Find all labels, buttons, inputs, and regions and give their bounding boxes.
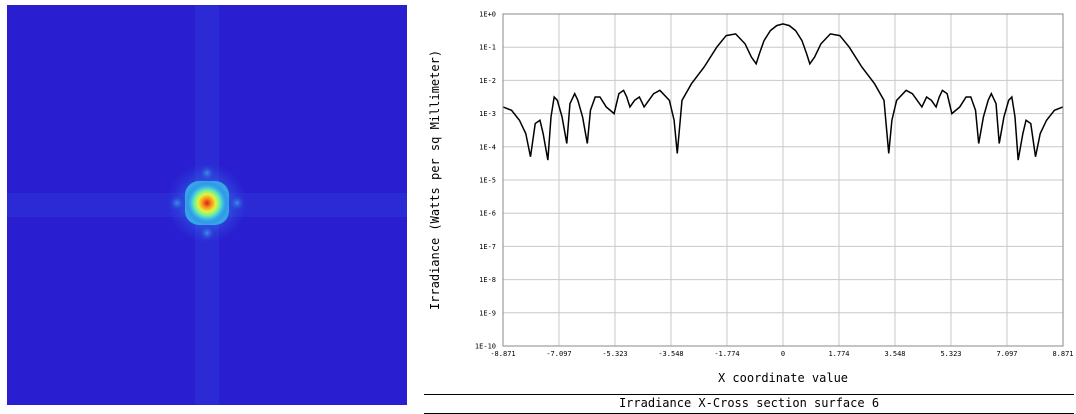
y-tick-label: 1E-3 bbox=[479, 110, 496, 118]
heatmap-lobe-left bbox=[168, 194, 186, 212]
y-tick-label: 1E-2 bbox=[479, 77, 496, 85]
x-tick-label: -8.871 bbox=[490, 350, 515, 358]
plot-frame bbox=[502, 13, 1064, 347]
irradiance-curve bbox=[502, 23, 1064, 161]
y-tick-label: 1E-8 bbox=[479, 276, 496, 284]
irradiance-heatmap bbox=[7, 5, 407, 405]
y-axis-title: Irradiance (Watts per sq Millimeter) bbox=[428, 50, 442, 310]
y-tick-label: 1E-4 bbox=[479, 143, 496, 151]
heatmap-lobe-top bbox=[198, 164, 216, 182]
y-tick-label: 1E+0 bbox=[479, 11, 496, 19]
irradiance-line-chart: -8.871 -7.097 -5.323 -3.548 -1.774 0 1.774 3.54… bbox=[428, 11, 1074, 386]
y-tick-label: 1E-5 bbox=[479, 177, 496, 185]
x-tick-label: 5.323 bbox=[940, 350, 961, 358]
x-tick-label: 0 bbox=[781, 350, 785, 358]
heatmap-core bbox=[185, 181, 229, 225]
x-tick-label: -7.097 bbox=[546, 350, 571, 358]
y-tick-label: 1E-10 bbox=[475, 343, 496, 351]
x-axis-title: X coordinate value bbox=[718, 371, 848, 385]
x-tick-labels: -8.871 -7.097 -5.323 -3.548 -1.774 0 1.774 3.54… bbox=[490, 350, 1073, 358]
y-tick-label: 1E-9 bbox=[479, 309, 496, 317]
caption-bar: Irradiance X-Cross section surface 6 bbox=[424, 394, 1074, 414]
y-tick-label: 1E-1 bbox=[479, 44, 496, 52]
heatmap-lobe-bottom bbox=[198, 224, 216, 242]
x-tick-label: -1.774 bbox=[714, 350, 739, 358]
heatmap-svg bbox=[7, 5, 407, 405]
x-tick-label: -3.548 bbox=[658, 350, 683, 358]
x-tick-label: 3.548 bbox=[884, 350, 905, 358]
x-tick-label: 7.097 bbox=[996, 350, 1017, 358]
y-tick-label: 1E-6 bbox=[479, 210, 496, 218]
x-tick-label: -5.323 bbox=[602, 350, 627, 358]
x-tick-label: 1.774 bbox=[828, 350, 849, 358]
heatmap-lobe-right bbox=[228, 194, 246, 212]
chart-title: Irradiance X-Cross section surface 6 bbox=[618, 396, 880, 410]
y-tick-labels: 1E+0 1E-1 1E-2 1E-3 1E-4 1E-5 1E-6 1E-7 1E-8 1E-9… bbox=[475, 11, 496, 351]
x-tick-label: 8.871 bbox=[1052, 350, 1073, 358]
y-tick-label: 1E-7 bbox=[479, 243, 496, 251]
